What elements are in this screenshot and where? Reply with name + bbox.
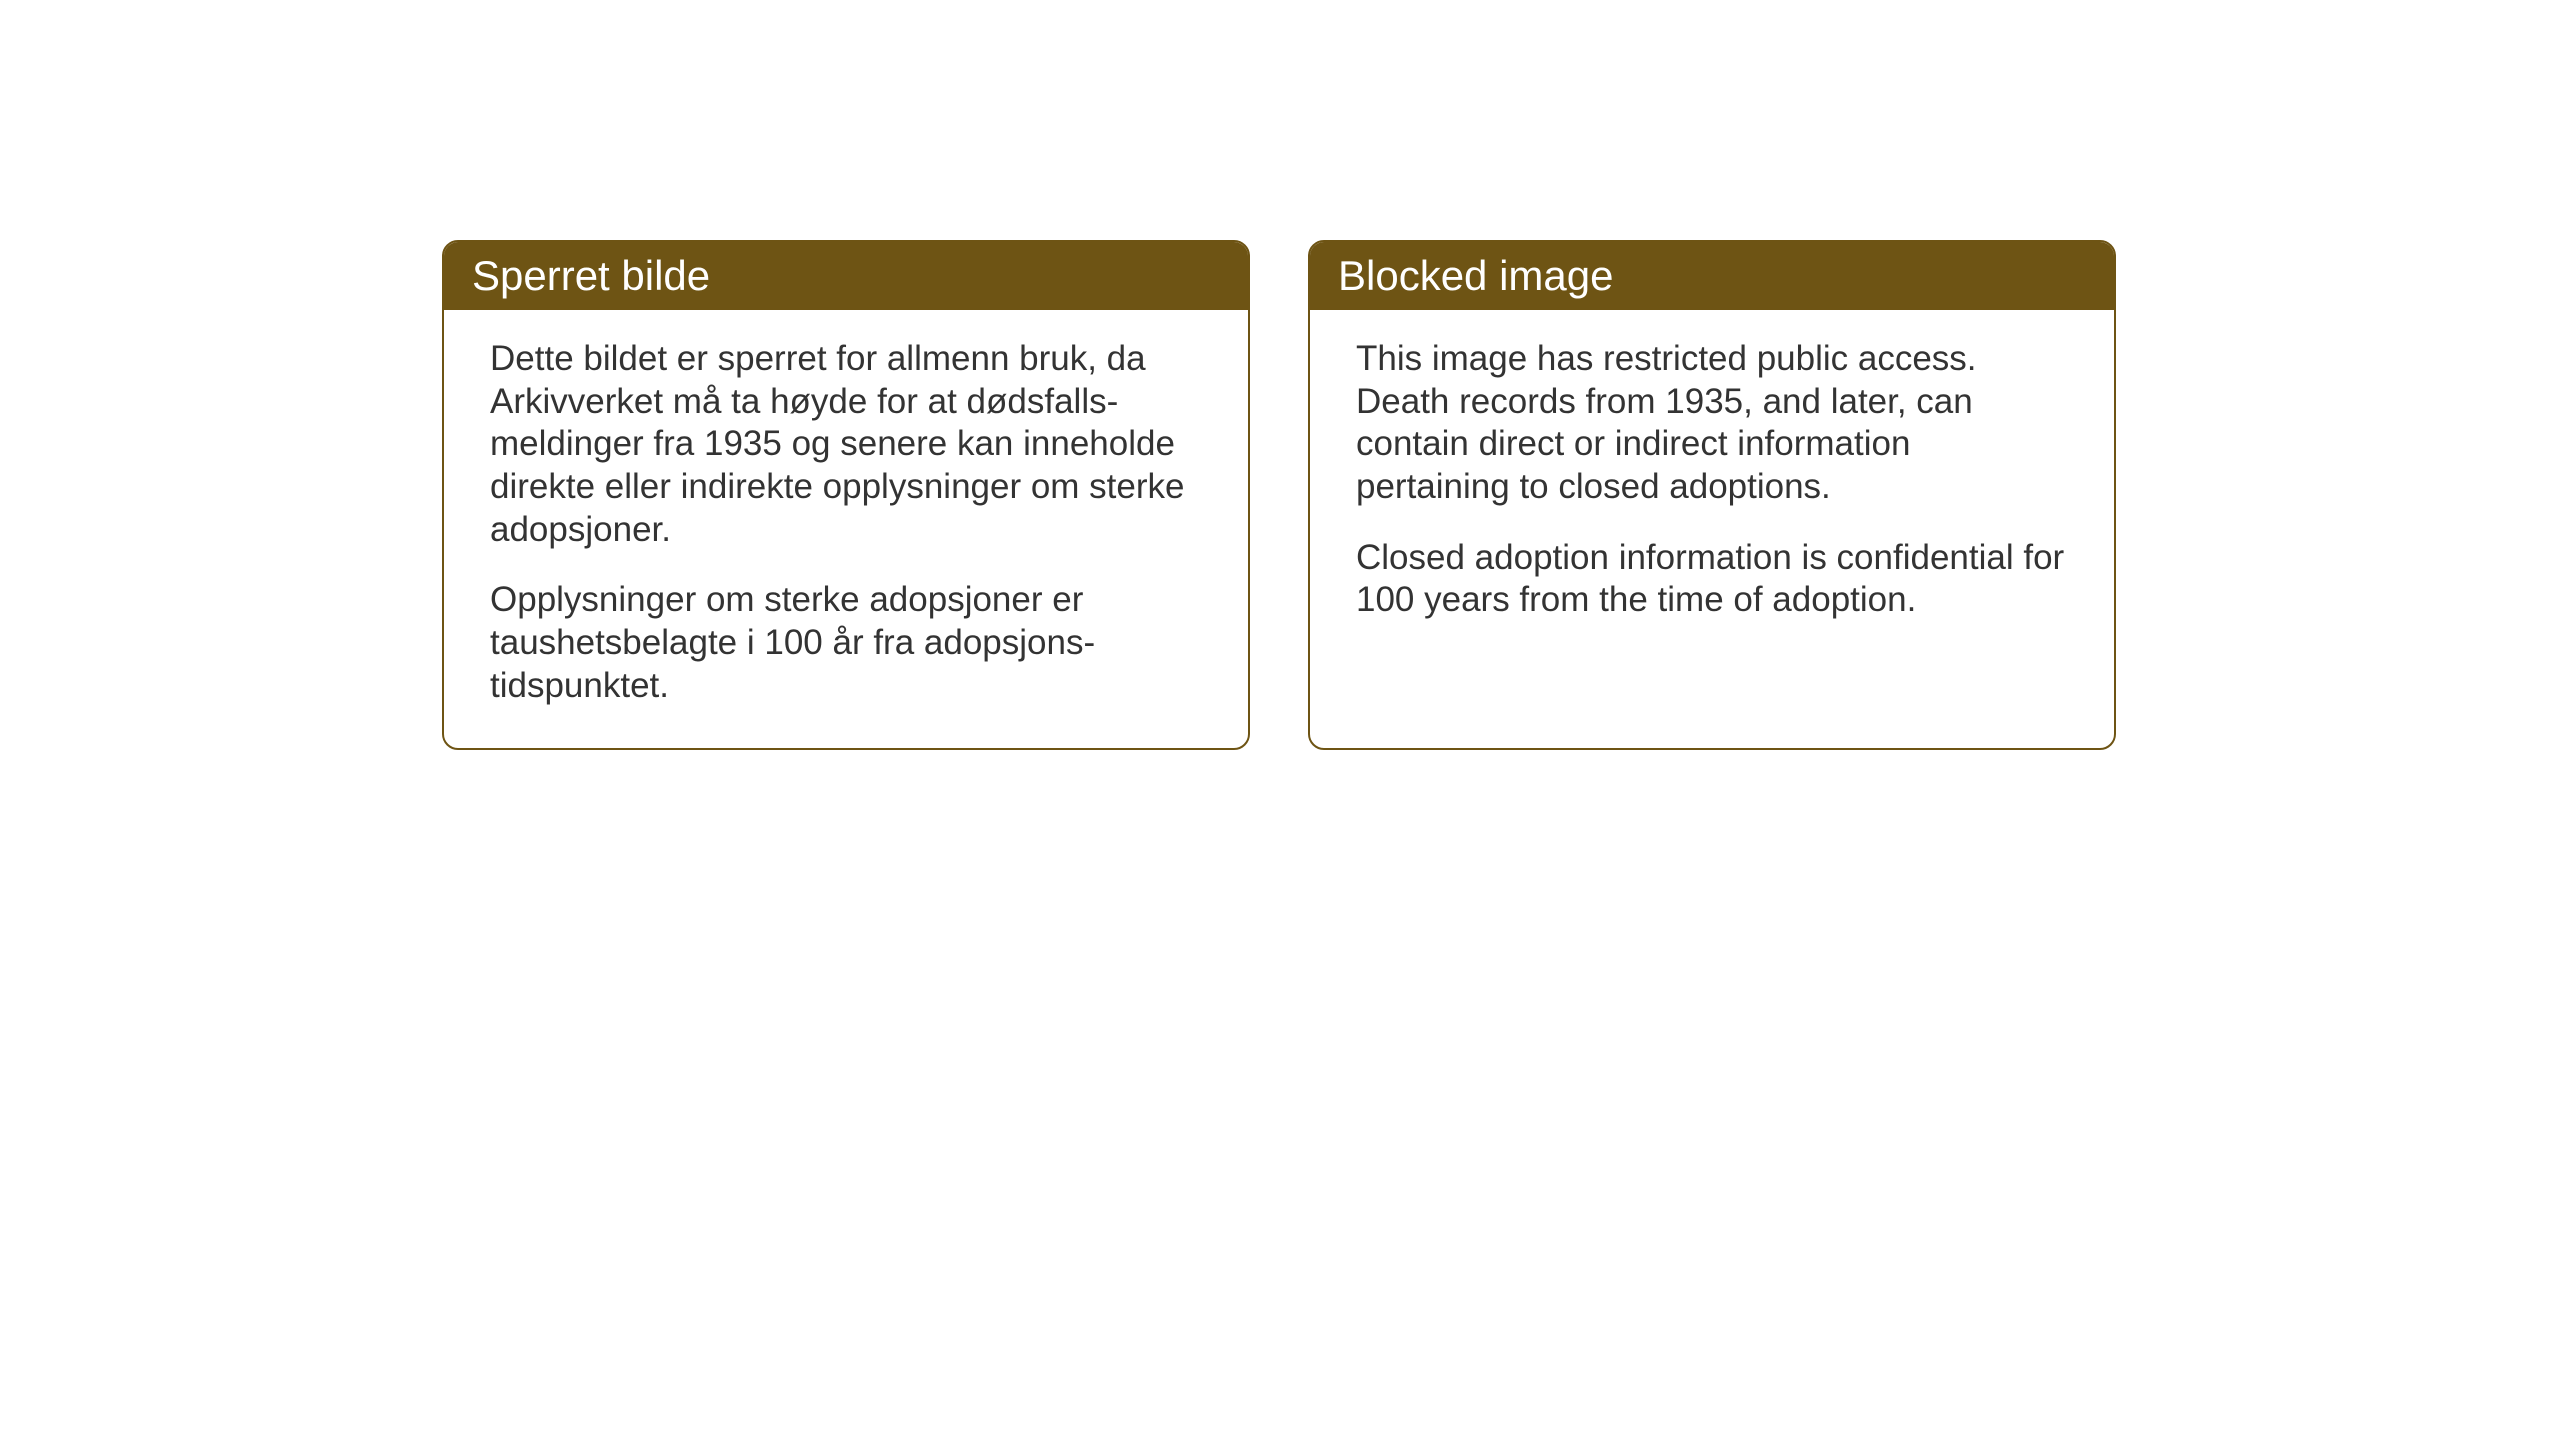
cards-container: Sperret bilde Dette bildet er sperret fo… <box>442 240 2116 750</box>
card-english-paragraph-1: This image has restricted public access.… <box>1356 338 2068 509</box>
card-norwegian: Sperret bilde Dette bildet er sperret fo… <box>442 240 1250 750</box>
card-english-body: This image has restricted public access.… <box>1310 310 2114 662</box>
card-norwegian-paragraph-2: Opplysninger om sterke adopsjoner er tau… <box>490 579 1202 707</box>
card-english: Blocked image This image has restricted … <box>1308 240 2116 750</box>
card-norwegian-paragraph-1: Dette bildet er sperret for allmenn bruk… <box>490 338 1202 551</box>
card-norwegian-title: Sperret bilde <box>472 252 710 299</box>
card-english-header: Blocked image <box>1310 242 2114 310</box>
card-norwegian-body: Dette bildet er sperret for allmenn bruk… <box>444 310 1248 748</box>
card-norwegian-header: Sperret bilde <box>444 242 1248 310</box>
card-english-title: Blocked image <box>1338 252 1613 299</box>
card-english-paragraph-2: Closed adoption information is confident… <box>1356 537 2068 622</box>
